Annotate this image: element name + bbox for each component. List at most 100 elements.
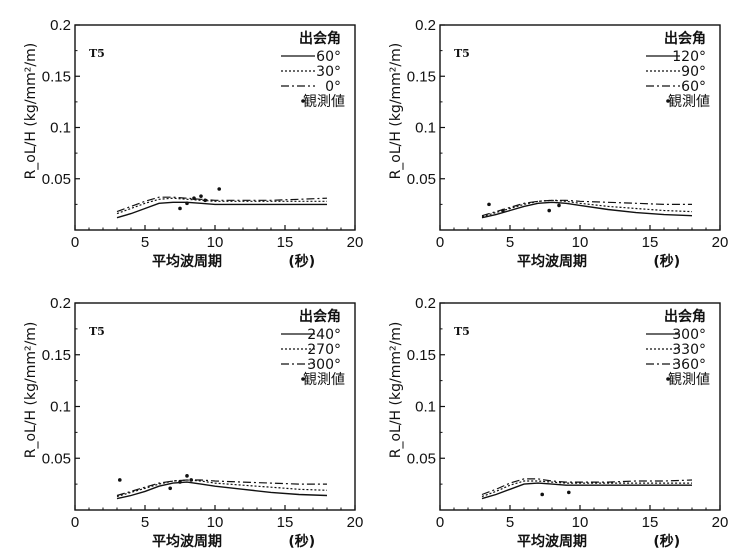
legend-entry: 300° — [307, 357, 341, 373]
x-tick-label: 10 — [572, 234, 589, 251]
x-tick-label: 10 — [207, 234, 224, 251]
y-tick-label: 0.2 — [50, 17, 71, 34]
legend-entry: 90° — [681, 64, 706, 80]
observed-point — [178, 480, 182, 484]
series-line-3 — [481, 199, 692, 217]
chart-panel-4: 0 5 10 15 20 0.05 0.1 0.15 0.2 平均波周期 (秒) R_oL/H (kg… — [388, 295, 728, 549]
legend-title: 出会角 — [299, 30, 341, 47]
legend-observed-marker — [301, 377, 305, 381]
observed-point — [557, 203, 561, 208]
legend-observed-marker — [301, 99, 305, 103]
observed-point — [185, 474, 189, 478]
legend-entry: 330° — [672, 342, 706, 358]
x-tick-label: 0 — [71, 514, 79, 531]
series-line-2 — [481, 480, 692, 498]
observed-point — [501, 208, 505, 213]
y-tick-label: 0.1 — [415, 399, 436, 416]
x-tick-label: 15 — [642, 234, 659, 251]
y-tick-label: 0.15 — [407, 347, 436, 364]
series-line-2 — [481, 199, 693, 218]
x-tick-label: 20 — [712, 234, 729, 251]
series-line-3 — [481, 478, 693, 496]
legend-observed-label: 観測値 — [303, 93, 345, 110]
legend-entry: 60° — [681, 79, 706, 95]
x-tick-label: 10 — [207, 514, 224, 531]
panel-label: T5 — [89, 47, 105, 60]
observed-point — [540, 492, 544, 497]
series-line-2 — [116, 197, 327, 215]
legend-entry: 300° — [672, 327, 706, 343]
series-line-1 — [116, 481, 328, 500]
y-tick-label: 0.15 — [407, 68, 436, 85]
y-tick-label: 0.2 — [415, 295, 436, 312]
observed-point — [178, 206, 182, 211]
observed-point — [192, 196, 196, 201]
observed-point — [487, 202, 491, 207]
x-tick-label: 10 — [572, 514, 589, 531]
observed-point — [168, 486, 172, 491]
y-tick-label: 0.1 — [50, 399, 71, 416]
x-axis-unit: (秒) — [653, 533, 680, 549]
x-axis-label: 平均波周期 — [152, 533, 222, 549]
legend-entry: 0° — [325, 79, 341, 95]
x-tick-label: 0 — [71, 234, 79, 251]
x-tick-label: 20 — [712, 514, 729, 531]
y-axis-label: R_oL/H (kg/mm²/m) — [388, 43, 404, 180]
legend-entry: 360° — [672, 357, 706, 373]
legend-observed-label: 観測値 — [303, 371, 345, 388]
legend-entry: 120° — [672, 49, 706, 65]
y-tick-label: 0.15 — [42, 347, 71, 364]
legend-entry: 60° — [316, 49, 341, 65]
y-tick-label: 0.15 — [42, 68, 71, 85]
observed-point — [199, 194, 203, 198]
x-axis-label: 平均波周期 — [517, 253, 587, 270]
x-axis-label: 平均波周期 — [517, 533, 587, 549]
legend-observed-marker — [666, 377, 670, 381]
panel-label: T5 — [89, 325, 105, 338]
y-tick-label: 0.05 — [42, 450, 71, 467]
legend-title: 出会角 — [664, 308, 706, 325]
x-axis-unit: (秒) — [288, 253, 315, 270]
x-tick-label: 5 — [506, 514, 514, 531]
x-tick-label: 15 — [277, 234, 294, 251]
legend-entry: 30° — [316, 64, 341, 80]
x-tick-label: 5 — [141, 514, 149, 531]
y-axis-label: R_oL/H (kg/mm²/m) — [388, 322, 404, 459]
x-tick-label: 0 — [436, 234, 444, 251]
legend-entry: 270° — [307, 342, 341, 358]
legend-title: 出会角 — [299, 308, 341, 325]
x-tick-label: 15 — [277, 514, 294, 531]
x-tick-label: 20 — [347, 514, 364, 531]
y-tick-label: 0.05 — [407, 450, 436, 467]
legend-observed-label: 観測値 — [668, 93, 710, 110]
legend-observed-marker — [666, 99, 670, 103]
y-tick-label: 0.1 — [415, 120, 436, 137]
y-tick-label: 0.1 — [50, 120, 71, 137]
observed-point — [189, 478, 193, 482]
x-axis-label: 平均波周期 — [152, 253, 222, 270]
chart-panel-3: 0 5 10 15 20 0.05 0.1 0.15 0.2 平均波周期 (秒) R_oL/H (kg… — [23, 295, 363, 549]
chart-panel-2: 0 5 10 15 20 0.05 0.1 0.15 0.2 平均波周期 (秒) R_oL/H (kg… — [388, 17, 728, 270]
observed-point — [203, 198, 207, 203]
observed-point — [217, 187, 221, 191]
x-axis-unit: (秒) — [653, 253, 680, 270]
observed-point — [185, 201, 189, 206]
x-tick-label: 5 — [141, 234, 149, 251]
x-tick-label: 0 — [436, 514, 444, 531]
legend-entry: 240° — [307, 327, 341, 343]
observed-point — [547, 208, 551, 213]
series-line-2 — [116, 479, 328, 498]
series-line-3 — [116, 196, 328, 213]
observed-point — [118, 478, 122, 482]
series-line-1 — [481, 482, 692, 500]
y-tick-label: 0.05 — [407, 171, 436, 188]
legend-observed-label: 観測値 — [668, 371, 710, 388]
x-tick-label: 20 — [347, 234, 364, 251]
y-tick-label: 0.2 — [415, 17, 436, 34]
x-axis-unit: (秒) — [288, 533, 315, 549]
series-line-1 — [481, 201, 693, 219]
x-tick-label: 15 — [642, 514, 659, 531]
observed-point — [567, 490, 571, 495]
panel-label: T5 — [454, 325, 470, 338]
